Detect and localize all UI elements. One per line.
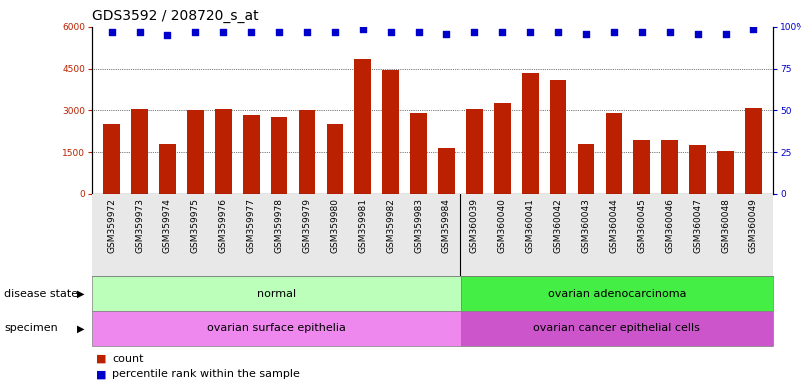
Bar — [634, 140, 650, 194]
Text: GSM360039: GSM360039 — [470, 198, 479, 253]
Text: specimen: specimen — [4, 323, 58, 333]
Text: GSM359977: GSM359977 — [247, 198, 256, 253]
Bar — [745, 108, 762, 194]
Text: GSM359984: GSM359984 — [442, 198, 451, 253]
Text: GDS3592 / 208720_s_at: GDS3592 / 208720_s_at — [92, 9, 259, 23]
Text: GSM360045: GSM360045 — [638, 198, 646, 253]
Bar — [215, 109, 231, 194]
Text: ovarian surface epithelia: ovarian surface epithelia — [207, 323, 346, 333]
Point — [663, 29, 676, 35]
Text: GSM359982: GSM359982 — [386, 198, 395, 253]
Text: GSM360047: GSM360047 — [693, 198, 702, 253]
Point — [524, 29, 537, 35]
Point — [217, 29, 230, 35]
Bar — [606, 113, 622, 194]
Point — [691, 30, 704, 36]
Point — [161, 32, 174, 38]
Text: normal: normal — [257, 289, 296, 299]
Text: ■: ■ — [96, 354, 107, 364]
Point — [747, 25, 760, 31]
Point — [105, 29, 118, 35]
Point — [607, 29, 620, 35]
Text: GSM359976: GSM359976 — [219, 198, 227, 253]
Text: GSM359978: GSM359978 — [275, 198, 284, 253]
Text: GSM360043: GSM360043 — [582, 198, 590, 253]
Bar — [438, 148, 455, 194]
Bar — [382, 70, 399, 194]
Point — [245, 29, 258, 35]
Point — [272, 29, 285, 35]
Text: GSM360042: GSM360042 — [553, 198, 562, 253]
Bar — [159, 144, 176, 194]
Point — [552, 29, 565, 35]
Text: GSM359973: GSM359973 — [135, 198, 144, 253]
Point — [635, 29, 648, 35]
Bar — [327, 124, 344, 194]
Bar — [131, 109, 148, 194]
Text: ovarian adenocarcinoma: ovarian adenocarcinoma — [548, 289, 686, 299]
Text: GSM360046: GSM360046 — [665, 198, 674, 253]
Bar — [549, 80, 566, 194]
Point — [384, 29, 397, 35]
Text: GSM359979: GSM359979 — [303, 198, 312, 253]
Text: GSM360048: GSM360048 — [721, 198, 730, 253]
Bar — [410, 113, 427, 194]
Text: GSM360044: GSM360044 — [610, 198, 618, 253]
Bar — [103, 124, 120, 194]
Bar — [92, 311, 461, 346]
Text: GSM359983: GSM359983 — [414, 198, 423, 253]
Bar — [521, 73, 538, 194]
Text: GSM359981: GSM359981 — [358, 198, 368, 253]
Bar — [717, 151, 734, 194]
Text: GSM359975: GSM359975 — [191, 198, 200, 253]
Text: ▶: ▶ — [77, 289, 84, 299]
Text: GSM360041: GSM360041 — [525, 198, 535, 253]
Bar — [92, 276, 461, 311]
Text: GSM359972: GSM359972 — [107, 198, 116, 253]
Bar — [299, 111, 316, 194]
Point — [328, 29, 341, 35]
Point — [300, 29, 313, 35]
Bar — [461, 276, 773, 311]
Bar — [689, 145, 706, 194]
Bar — [466, 109, 483, 194]
Bar — [494, 103, 511, 194]
Text: count: count — [112, 354, 143, 364]
Point — [133, 29, 146, 35]
Bar — [578, 144, 594, 194]
Text: ■: ■ — [96, 369, 107, 379]
Text: GSM360040: GSM360040 — [497, 198, 507, 253]
Point — [719, 30, 732, 36]
Bar — [461, 311, 773, 346]
Text: GSM359974: GSM359974 — [163, 198, 172, 253]
Bar — [354, 59, 371, 194]
Point — [468, 29, 481, 35]
Text: disease state: disease state — [4, 289, 78, 299]
Bar — [662, 140, 678, 194]
Point — [496, 29, 509, 35]
Text: percentile rank within the sample: percentile rank within the sample — [112, 369, 300, 379]
Point — [440, 30, 453, 36]
Point — [413, 29, 425, 35]
Point — [580, 30, 593, 36]
Bar — [271, 118, 288, 194]
Text: GSM360049: GSM360049 — [749, 198, 758, 253]
Text: ▶: ▶ — [77, 323, 84, 333]
Bar — [243, 114, 260, 194]
Text: ovarian cancer epithelial cells: ovarian cancer epithelial cells — [533, 323, 700, 333]
Point — [356, 25, 369, 31]
Bar — [187, 111, 203, 194]
Text: GSM359980: GSM359980 — [330, 198, 340, 253]
Point — [189, 29, 202, 35]
